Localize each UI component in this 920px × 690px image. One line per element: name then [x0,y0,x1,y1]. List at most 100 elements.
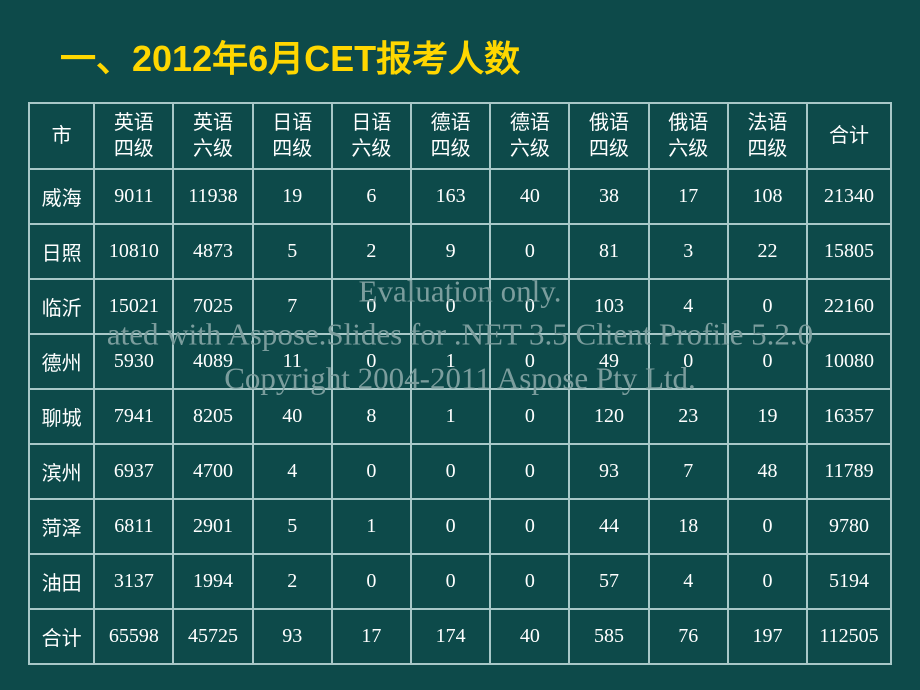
table-cell: 2 [332,224,411,279]
table-body: 威海90111193819616340381710821340日照1081048… [29,169,891,664]
table-cell: 4873 [173,224,252,279]
table-cell: 0 [411,554,490,609]
table-cell: 油田 [29,554,94,609]
table-row: 德州5930408911010490010080 [29,334,891,389]
table-cell: 120 [569,389,648,444]
table-cell: 0 [411,279,490,334]
header-japanese6: 日语六级 [332,103,411,169]
table-cell: 0 [490,499,569,554]
table-cell: 1 [411,334,490,389]
table-cell: 0 [490,554,569,609]
table-header-row: 市 英语四级 英语六级 日语四级 日语六级 德语四级 德语六级 俄语四级 俄语六… [29,103,891,169]
table-cell: 22160 [807,279,891,334]
table-cell: 滨州 [29,444,94,499]
table-cell: 22 [728,224,807,279]
table-cell: 0 [411,499,490,554]
table-cell: 8 [332,389,411,444]
table-cell: 93 [569,444,648,499]
table-cell: 7941 [94,389,173,444]
table-row: 临沂15021702570001034022160 [29,279,891,334]
table-cell: 9 [411,224,490,279]
header-english6: 英语六级 [173,103,252,169]
table-cell: 11789 [807,444,891,499]
table-cell: 0 [490,224,569,279]
table-cell: 临沂 [29,279,94,334]
table-cell: 0 [332,444,411,499]
table-cell: 93 [253,609,332,664]
table-cell: 4 [253,444,332,499]
table-cell: 57 [569,554,648,609]
table-cell: 16357 [807,389,891,444]
table-cell: 6937 [94,444,173,499]
table-cell: 菏泽 [29,499,94,554]
table-cell: 0 [490,444,569,499]
table-cell: 3137 [94,554,173,609]
table-cell: 威海 [29,169,94,224]
table-cell: 合计 [29,609,94,664]
table-row: 日照10810487352908132215805 [29,224,891,279]
table-cell: 19 [253,169,332,224]
table-cell: 日照 [29,224,94,279]
table-cell: 19 [728,389,807,444]
table-cell: 5 [253,224,332,279]
table-cell: 5194 [807,554,891,609]
table-cell: 8205 [173,389,252,444]
table-cell: 0 [490,334,569,389]
table-cell: 10810 [94,224,173,279]
table-cell: 聊城 [29,389,94,444]
table-cell: 0 [728,554,807,609]
table-container: 市 英语四级 英语六级 日语四级 日语六级 德语四级 德语六级 俄语四级 俄语六… [0,102,920,665]
table-cell: 3 [649,224,728,279]
table-cell: 4 [649,279,728,334]
table-cell: 11938 [173,169,252,224]
table-cell: 5930 [94,334,173,389]
table-cell: 4700 [173,444,252,499]
table-cell: 38 [569,169,648,224]
table-cell: 17 [649,169,728,224]
table-cell: 18 [649,499,728,554]
header-city: 市 [29,103,94,169]
table-cell: 15805 [807,224,891,279]
table-cell: 0 [332,554,411,609]
table-cell: 0 [728,334,807,389]
table-cell: 德州 [29,334,94,389]
table-cell: 6 [332,169,411,224]
header-total: 合计 [807,103,891,169]
table-cell: 1 [332,499,411,554]
table-row: 油田31371994200057405194 [29,554,891,609]
table-row: 合计655984572593171744058576197112505 [29,609,891,664]
table-cell: 108 [728,169,807,224]
table-cell: 0 [649,334,728,389]
table-cell: 197 [728,609,807,664]
table-cell: 9780 [807,499,891,554]
table-cell: 76 [649,609,728,664]
table-cell: 103 [569,279,648,334]
table-cell: 40 [253,389,332,444]
table-cell: 0 [332,279,411,334]
table-cell: 0 [728,499,807,554]
table-cell: 2901 [173,499,252,554]
table-row: 聊城7941820540810120231916357 [29,389,891,444]
table-cell: 65598 [94,609,173,664]
table-cell: 21340 [807,169,891,224]
table-row: 威海90111193819616340381710821340 [29,169,891,224]
table-cell: 4089 [173,334,252,389]
table-cell: 10080 [807,334,891,389]
table-cell: 585 [569,609,648,664]
table-cell: 40 [490,609,569,664]
header-russian4: 俄语四级 [569,103,648,169]
header-german6: 德语六级 [490,103,569,169]
table-cell: 44 [569,499,648,554]
table-cell: 0 [490,279,569,334]
table-cell: 9011 [94,169,173,224]
table-cell: 48 [728,444,807,499]
table-row: 滨州6937470040009374811789 [29,444,891,499]
table-cell: 0 [728,279,807,334]
header-english4: 英语四级 [94,103,173,169]
header-french4: 法语四级 [728,103,807,169]
table-cell: 7 [649,444,728,499]
table-cell: 0 [490,389,569,444]
table-cell: 23 [649,389,728,444]
table-cell: 40 [490,169,569,224]
header-japanese4: 日语四级 [253,103,332,169]
